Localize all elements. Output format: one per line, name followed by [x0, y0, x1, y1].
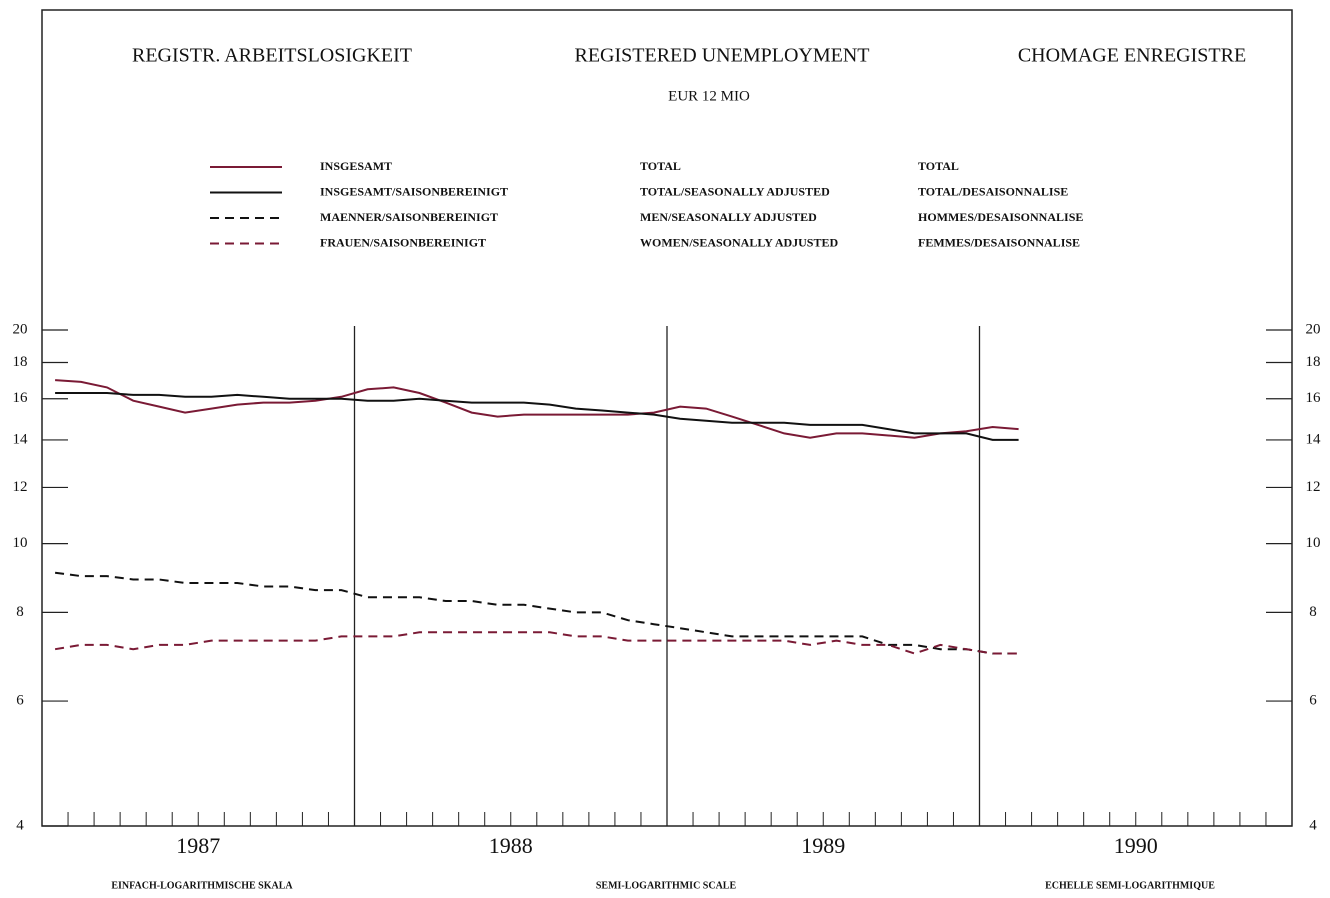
subtitle: EUR 12 MIO — [668, 88, 750, 104]
legend-label-fr: TOTAL — [918, 159, 959, 173]
legend-label-en: TOTAL/SEASONALLY ADJUSTED — [640, 184, 830, 198]
x-tick-label: 1987 — [176, 833, 220, 858]
legend-label-en: WOMEN/SEASONALLY ADJUSTED — [640, 235, 838, 249]
legend-label: FRAUEN/SAISONBEREINIGT — [320, 235, 486, 249]
y-tick-label-right: 12 — [1306, 479, 1321, 495]
y-tick-label: 6 — [16, 692, 24, 708]
series-line — [55, 379, 1019, 439]
series-line — [55, 392, 1019, 441]
y-tick-label-right: 20 — [1306, 321, 1321, 337]
x-tick-label: 1989 — [801, 833, 845, 858]
y-tick-label: 18 — [13, 354, 28, 370]
y-tick-label: 14 — [13, 431, 29, 447]
y-tick-label-right: 18 — [1306, 354, 1321, 370]
legend-label: INSGESAMT/SAISONBEREINIGT — [320, 184, 508, 198]
title-fr: CHOMAGE ENREGISTRE — [1018, 45, 1246, 67]
legend-label-fr: FEMMES/DESAISONNALISE — [918, 235, 1080, 249]
footer-de: EINFACH-LOGARITHMISCHE SKALA — [111, 880, 293, 891]
y-tick-label-right: 14 — [1306, 431, 1322, 447]
y-tick-label: 4 — [16, 817, 24, 833]
x-tick-label: 1990 — [1114, 833, 1158, 858]
footer-en: SEMI-LOGARITHMIC SCALE — [596, 880, 737, 891]
y-tick-label: 12 — [13, 479, 28, 495]
title-en: REGISTERED UNEMPLOYMENT — [575, 45, 870, 67]
legend-label: MAENNER/SAISONBEREINIGT — [320, 210, 498, 224]
y-tick-label: 16 — [13, 390, 29, 406]
y-tick-label: 8 — [16, 604, 24, 620]
legend-label-en: TOTAL — [640, 159, 681, 173]
title-de: REGISTR. ARBEITSLOSIGKEIT — [132, 45, 412, 67]
x-tick-label: 1988 — [489, 833, 533, 858]
y-tick-label-right: 10 — [1306, 535, 1321, 551]
y-tick-label-right: 16 — [1306, 390, 1322, 406]
y-tick-label-right: 6 — [1309, 692, 1317, 708]
y-tick-label-right: 8 — [1309, 604, 1317, 620]
legend-label-fr: HOMMES/DESAISONNALISE — [918, 210, 1083, 224]
y-tick-label: 10 — [13, 535, 28, 551]
y-tick-label-right: 4 — [1309, 817, 1317, 833]
series-line — [54, 631, 1019, 655]
y-tick-label: 20 — [13, 321, 28, 337]
series-line — [54, 571, 1019, 655]
legend-label-en: MEN/SEASONALLY ADJUSTED — [640, 210, 817, 224]
legend-label-fr: TOTAL/DESAISONNALISE — [918, 184, 1068, 198]
legend-label: INSGESAMT — [320, 159, 392, 173]
footer-fr: ECHELLE SEMI-LOGARITHMIQUE — [1045, 880, 1215, 891]
